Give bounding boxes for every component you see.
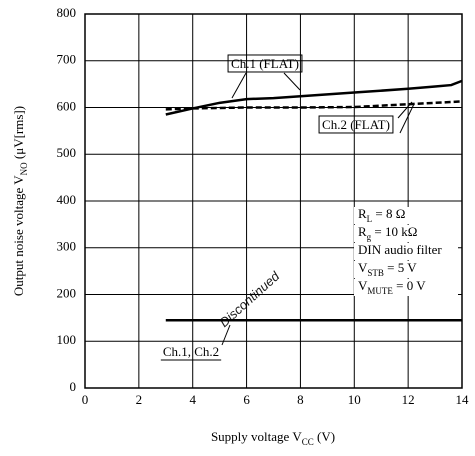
condition-bg [354,243,458,260]
condition-bg [354,225,458,242]
y-tick-label: 200 [57,285,77,300]
condition-bg [354,207,458,224]
condition-bg [354,261,458,278]
label-box [227,54,303,73]
y-tick-label: 300 [57,239,77,254]
subscript: STB [367,268,384,278]
label-part: = 10 kΩ [371,224,417,239]
label-part: = 8 Ω [372,206,405,221]
subscript: g [367,232,372,242]
label-part: Supply voltage V [211,429,302,444]
x-tick-label: 12 [402,392,415,407]
y-tick-label: 400 [57,192,77,207]
y-tick-label: 500 [57,145,77,160]
leader-line [399,103,415,134]
series-label: Ch.1, Ch.2 [163,344,219,359]
x-tick-label: 14 [456,392,470,407]
condition-line: VSTB = 5 V [358,260,417,278]
series-line [165,79,463,116]
label-part: V [358,278,368,293]
x-tick-label: 2 [136,392,143,407]
y-tick-label: 600 [57,98,77,113]
subscript: NO [19,162,29,175]
leader-line [283,72,301,91]
series-label: Ch.2 (FLAT) [322,117,390,132]
label-part: Output noise voltage V [11,175,26,296]
leader-line [397,101,413,119]
label-part: R [358,206,367,221]
y-tick-label: 700 [57,52,77,67]
condition-line: VMUTE = 0 V [358,278,426,296]
y-axis-label: Output noise voltage VNO (μV[rms]) [11,106,29,296]
condition-bg [354,279,458,296]
label-part: = 5 V [384,260,417,275]
label-part: (V) [314,429,335,444]
subscript: L [367,214,373,224]
condition-line: DIN audio filter [358,242,442,257]
x-tick-label: 10 [348,392,361,407]
y-tick-label: 800 [57,5,77,20]
label-part: DIN audio filter [358,242,442,257]
label-part: (μV[rms]) [11,106,26,162]
leader-line [231,72,247,99]
subscript: MUTE [367,286,393,296]
label-part: = 0 V [393,278,426,293]
label-part: V [358,260,368,275]
series-label: Ch.1 (FLAT) [231,56,299,71]
subscript: CC [302,437,314,447]
plot-frame [84,13,463,389]
x-tick-label: 8 [297,392,304,407]
label-part: R [358,224,367,239]
condition-line: Rg = 10 kΩ [358,224,417,242]
label-box [318,115,394,134]
y-tick-label: 100 [57,332,77,347]
x-axis-label: Supply voltage VCC (V) [211,429,335,447]
y-tick-label: 0 [70,379,77,394]
leader-line [221,324,231,346]
x-tick-label: 4 [189,392,196,407]
condition-line: RL = 8 Ω [358,206,405,224]
x-tick-label: 0 [82,392,89,407]
x-tick-label: 6 [243,392,250,407]
